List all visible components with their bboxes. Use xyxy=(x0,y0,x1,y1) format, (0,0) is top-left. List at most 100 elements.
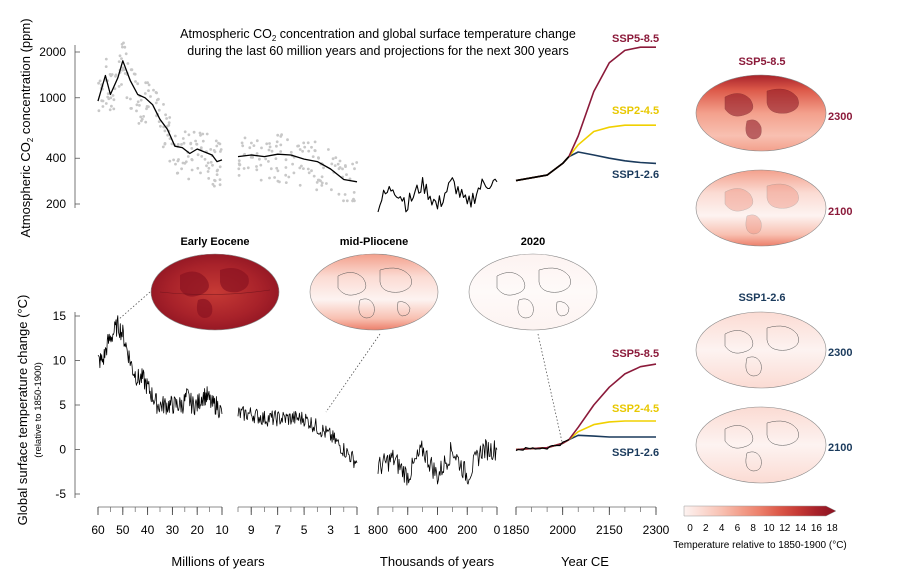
co2-proxy-dot xyxy=(136,100,140,104)
co2-proxy-dot xyxy=(121,66,125,70)
co2-proxy-dot xyxy=(98,79,102,83)
co2-proxy-dot xyxy=(206,170,210,173)
co2-proxy-dot xyxy=(121,45,124,49)
co2-proxy-dot xyxy=(97,109,101,113)
co2-proxy-dot xyxy=(214,139,218,143)
x-tick-label: 1850 xyxy=(503,523,530,537)
co2-proxy-dot xyxy=(120,57,123,60)
co2-proxy-dot xyxy=(320,181,324,185)
co2-tick-label: 1000 xyxy=(39,91,66,105)
co2-proxy-dot xyxy=(101,99,105,103)
co2-line-glacial xyxy=(377,177,498,213)
co2-proxy-dot xyxy=(292,171,296,175)
co2-proxy-dot xyxy=(275,166,279,170)
map-year-ssp126-2300: 2300 xyxy=(828,347,852,359)
map-title-2020: 2020 xyxy=(521,236,545,248)
co2-proxy-dot xyxy=(182,141,186,145)
co2-proxy-dot xyxy=(276,169,280,173)
co2-proxy-dot xyxy=(273,176,276,179)
co2-proxy-dot xyxy=(122,41,125,45)
co2-proxy-dot xyxy=(205,132,209,136)
temp-tick-label: 10 xyxy=(53,354,67,368)
co2-proxy-dot xyxy=(291,162,294,166)
x-tick-label: 30 xyxy=(166,523,180,537)
co2-proxy-dot xyxy=(242,167,246,170)
co2-proxy-dot xyxy=(269,167,273,171)
co2-proxy-dot xyxy=(331,157,335,161)
co2-proxy-dot xyxy=(275,144,278,148)
co2-proxy-dot xyxy=(301,149,304,153)
co2-proxy-dot xyxy=(268,142,271,145)
co2-proxy-dot xyxy=(337,192,341,196)
co2-proxy-dot xyxy=(276,179,280,183)
co2-proxy-dot xyxy=(298,183,302,187)
co2-axis-label: Atmospheric CO2 concentration (ppm) xyxy=(18,18,35,237)
co2-proxy-dot xyxy=(342,199,345,203)
co2-proxy-dot xyxy=(203,157,207,161)
co2-proxy-dot xyxy=(198,131,202,135)
co2-proxy-dot xyxy=(249,155,253,159)
temp-axis-label: Global surface temperature change (°C) xyxy=(15,295,30,526)
map-connectors xyxy=(117,291,563,443)
co2-proxy-dot xyxy=(120,83,123,86)
proxy-dots-group xyxy=(97,41,359,203)
co2-proxy-dot xyxy=(190,147,194,150)
co2-proxy-dot xyxy=(327,148,330,151)
co2-proxy-dot xyxy=(168,116,172,119)
co2-proxy-dot xyxy=(297,144,300,148)
co2-proxy-dot xyxy=(187,133,191,137)
co2-proxy-dot xyxy=(300,164,303,168)
co2-proxy-dot xyxy=(181,137,185,140)
co2-tick-label: 400 xyxy=(46,151,66,165)
co2-proxy-dot xyxy=(352,191,356,194)
co2-proxy-dot xyxy=(322,166,325,170)
co2-proxy-dot xyxy=(289,150,293,154)
co2-proxy-dot xyxy=(186,155,190,158)
co2-proxy-dot xyxy=(196,166,200,170)
co2-proxy-dot xyxy=(313,149,317,153)
co2-proxy-dot xyxy=(237,167,241,171)
co2-proxy-dot xyxy=(164,113,168,117)
co2-proxy-dot xyxy=(162,103,165,106)
co2-proxy-dot xyxy=(104,57,108,61)
co2-proxy-dot xyxy=(276,133,280,137)
co2-proxy-dot xyxy=(275,140,279,144)
co2-proxy-dot xyxy=(161,145,165,149)
x-tick-label: 600 xyxy=(398,523,418,537)
colorbar-tick-label: 18 xyxy=(827,523,839,534)
colorbar-tick-label: 12 xyxy=(779,523,791,534)
co2-proxy-dot xyxy=(211,163,214,167)
co2-proxy-dot xyxy=(114,74,117,78)
co2-proxy-dot xyxy=(176,171,180,175)
co2-proxy-dot xyxy=(165,117,169,120)
x-tick-label: 200 xyxy=(457,523,477,537)
co2-proxy-dot xyxy=(316,178,320,182)
co2-proxy-dot xyxy=(145,107,148,111)
co2-proxy-dot xyxy=(134,80,137,83)
co2-proxy-dot xyxy=(129,97,132,101)
co2-proxy-dot xyxy=(142,115,146,118)
co2-proxy-dot xyxy=(351,199,354,203)
co2-proxy-dot xyxy=(355,161,359,164)
co2-proxy-dot xyxy=(317,156,320,160)
map-year-ssp585-2300: 2300 xyxy=(828,111,852,123)
map-title-mid-pliocene: mid-Pliocene xyxy=(340,236,408,248)
co2-proxy-dot xyxy=(240,141,244,145)
map-ssp126-2100 xyxy=(695,406,827,484)
co2-proxy-dot xyxy=(279,143,283,147)
co2-proxy-dot xyxy=(250,141,253,145)
co2-proxy-dot xyxy=(345,199,349,203)
co2-line-historical xyxy=(515,156,570,182)
co2-proxy-dot xyxy=(97,81,100,85)
map-title-early-eocene: Early Eocene xyxy=(180,236,249,248)
co2-proxy-dot xyxy=(284,166,288,169)
co2-proxy-dot xyxy=(344,165,347,169)
x-tick-label: 2300 xyxy=(643,523,670,537)
co2-proxy-dot xyxy=(144,120,148,124)
x-tick-label: 7 xyxy=(274,523,281,537)
x-tick-label: 2000 xyxy=(549,523,576,537)
temp-tick-label: 5 xyxy=(59,398,66,412)
x-tick-label: 3 xyxy=(327,523,334,537)
co2-proxy-dot xyxy=(255,165,258,168)
